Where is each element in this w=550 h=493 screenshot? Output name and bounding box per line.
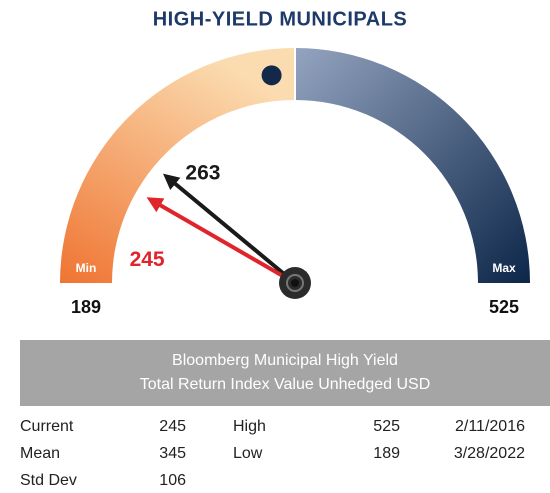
gauge-high-band — [295, 48, 530, 283]
table-cell: 2/11/2016 — [455, 418, 525, 435]
table-cell: 3/28/2022 — [454, 445, 525, 462]
table-cell: Mean — [20, 445, 60, 462]
table-cell: Current — [20, 418, 74, 435]
table-header: Total Return Index Value Unhedged USD — [140, 376, 431, 393]
needle — [146, 197, 290, 281]
gauge-low-band — [60, 48, 295, 283]
table-header: Bloomberg Municipal High Yield — [172, 352, 398, 369]
needle-hub-ring — [286, 274, 304, 292]
table-cell: Low — [233, 445, 263, 462]
table-cell: High — [233, 418, 266, 435]
table-cell: 345 — [159, 445, 186, 462]
chart-title: HIGH-YIELD MUNICIPALS — [153, 8, 408, 30]
needle-label: 245 — [130, 248, 165, 271]
table-cell: 189 — [373, 445, 400, 462]
table-banner — [20, 340, 550, 406]
needle-hub-center — [291, 279, 299, 287]
min-label: Min — [76, 261, 97, 275]
max-value: 525 — [489, 297, 519, 317]
mean-marker — [261, 65, 282, 86]
table-cell: Std Dev — [20, 472, 77, 489]
min-value: 189 — [71, 297, 101, 317]
table-cell: 525 — [373, 418, 400, 435]
table-cell: 245 — [159, 418, 186, 435]
needle-label: 263 — [185, 161, 220, 184]
table-cell: 106 — [159, 472, 186, 489]
max-label: Max — [492, 261, 516, 275]
needle — [163, 173, 291, 280]
